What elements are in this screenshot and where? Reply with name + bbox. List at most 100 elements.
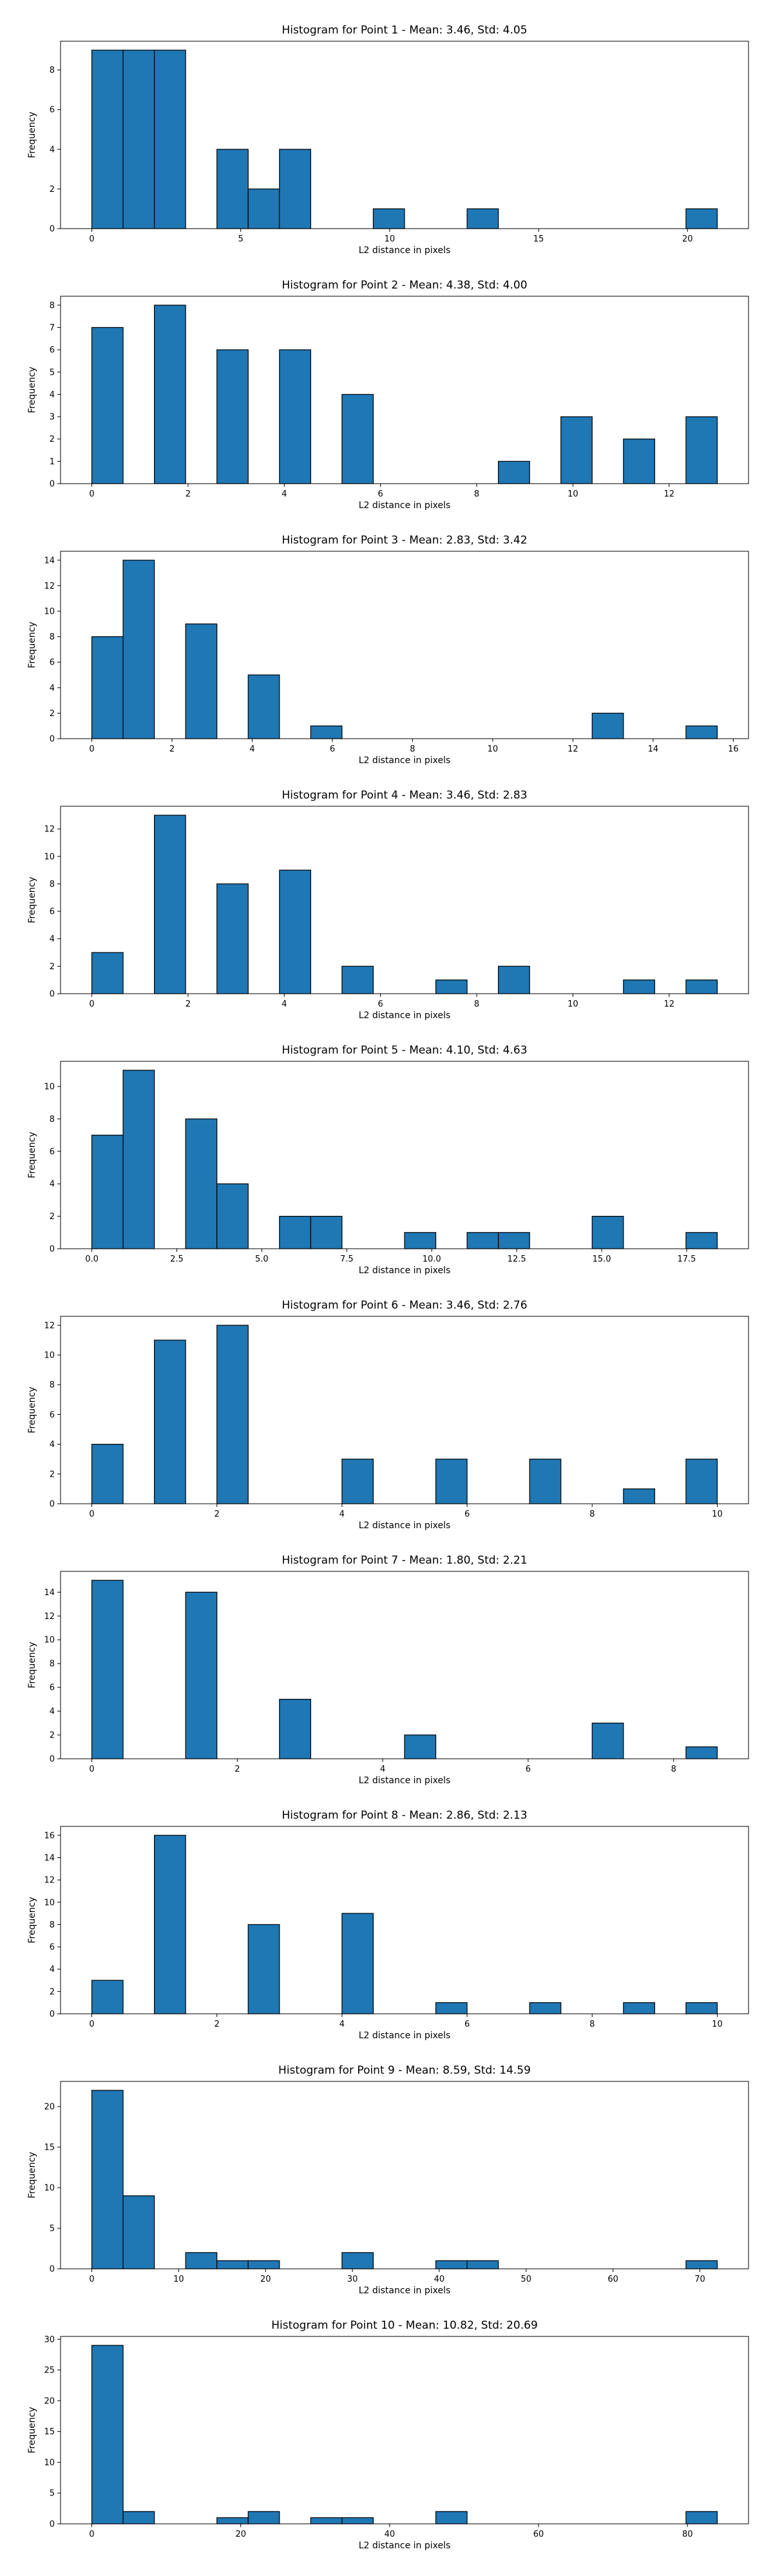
histogram-panel-2: Histogram for Point 2 - Mean: 4.38, Std:… — [0, 255, 773, 511]
x-tick-label: 4 — [339, 1510, 345, 1519]
histogram-bar — [185, 2252, 218, 2269]
y-axis-label: Frequency — [27, 1132, 37, 1178]
histogram-bar — [279, 1216, 311, 1249]
x-tick-label: 2 — [234, 1765, 240, 1774]
y-tick-label: 4 — [50, 683, 55, 693]
x-axis-label: L2 distance in pixels — [359, 1265, 451, 1276]
histogram-bar — [310, 1216, 343, 1249]
x-tick-label: 5.0 — [255, 1255, 269, 1264]
histogram-bar — [91, 1980, 124, 2014]
histogram-bar — [216, 1183, 249, 1249]
y-tick-label: 15 — [44, 2143, 55, 2153]
histogram-bar — [341, 1459, 374, 1504]
chart-title: Histogram for Point 6 - Mean: 3.46, Std:… — [282, 1299, 527, 1312]
histogram-bar — [247, 674, 280, 739]
histogram-bar — [310, 2517, 343, 2524]
histogram-bar — [216, 149, 249, 229]
histogram-chart-2: Histogram for Point 2 - Mean: 4.38, Std:… — [27, 279, 749, 511]
histogram-bar — [279, 349, 311, 484]
y-tick-label: 0 — [50, 1245, 55, 1255]
histogram-bar — [685, 980, 718, 994]
y-axis-label: Frequency — [27, 2152, 37, 2198]
x-tick-label: 10 — [173, 2275, 184, 2284]
y-tick-label: 10 — [44, 2458, 55, 2468]
y-tick-label: 4 — [50, 1965, 55, 1975]
x-tick-label: 8 — [589, 2020, 595, 2029]
histogram-bar — [279, 149, 311, 229]
histogram-bar — [216, 349, 249, 484]
y-tick-label: 4 — [50, 1440, 55, 1450]
x-tick-label: 8 — [474, 489, 479, 499]
chart-title: Histogram for Point 9 - Mean: 8.59, Std:… — [278, 2064, 531, 2077]
histogram-bar — [91, 1135, 124, 1249]
x-tick-label: 8 — [410, 744, 415, 754]
histogram-panel-7: Histogram for Point 7 - Mean: 1.80, Std:… — [0, 1530, 773, 1786]
histogram-bar — [685, 1459, 718, 1504]
y-tick-label: 5 — [50, 368, 55, 377]
histogram-bar — [685, 416, 718, 484]
histogram-panel-9: Histogram for Point 9 - Mean: 8.59, Std:… — [0, 2040, 773, 2296]
x-axis-label: L2 distance in pixels — [359, 1776, 451, 1786]
y-tick-label: 4 — [50, 145, 55, 155]
x-tick-label: 40 — [385, 2530, 396, 2539]
x-tick-label: 12 — [663, 489, 674, 499]
y-tick-label: 8 — [50, 1920, 55, 1930]
x-tick-label: 4 — [339, 2020, 345, 2029]
x-tick-label: 70 — [694, 2275, 705, 2284]
y-tick-label: 4 — [50, 934, 55, 944]
histogram-bar — [247, 188, 280, 229]
histogram-bar — [91, 2090, 124, 2269]
chart-title: Histogram for Point 1 - Mean: 3.46, Std:… — [282, 24, 527, 37]
x-tick-label: 8 — [474, 999, 479, 1009]
x-tick-label: 30 — [347, 2275, 358, 2284]
histogram-bar — [623, 980, 655, 994]
histogram-bar — [247, 1924, 280, 2014]
histogram-chart-6: Histogram for Point 6 - Mean: 3.46, Std:… — [27, 1299, 749, 1531]
histogram-chart-10: Histogram for Point 10 - Mean: 10.82, St… — [27, 2319, 749, 2551]
histogram-bar — [216, 2260, 249, 2269]
histogram-bar — [435, 2511, 468, 2524]
x-tick-label: 80 — [682, 2530, 693, 2539]
y-tick-label: 14 — [44, 556, 55, 565]
histogram-bar — [154, 305, 186, 484]
y-tick-label: 25 — [44, 2366, 55, 2376]
plot-frame — [60, 551, 749, 739]
histogram-panel-4: Histogram for Point 4 - Mean: 3.46, Std:… — [0, 765, 773, 1021]
histogram-bar — [216, 2517, 249, 2524]
histogram-bar — [435, 1459, 468, 1504]
histogram-bar — [560, 416, 593, 484]
histogram-panel-1: Histogram for Point 1 - Mean: 3.46, Std:… — [0, 0, 773, 256]
y-axis-label: Frequency — [27, 1387, 37, 1433]
x-axis-label: L2 distance in pixels — [359, 500, 451, 511]
y-axis-label: Frequency — [27, 1642, 37, 1688]
histogram-bar — [591, 1216, 624, 1249]
y-tick-label: 12 — [44, 582, 55, 591]
y-tick-label: 10 — [44, 2184, 55, 2193]
y-tick-label: 12 — [44, 825, 55, 835]
histogram-bar — [341, 393, 374, 484]
histogram-bar — [154, 1340, 186, 1504]
histogram-bar — [341, 2517, 374, 2524]
y-axis-label: Frequency — [27, 876, 37, 923]
histogram-bar — [341, 2252, 374, 2269]
histogram-bar — [435, 2002, 468, 2014]
x-tick-label: 15.0 — [593, 1255, 611, 1264]
x-axis-label: L2 distance in pixels — [359, 2286, 451, 2296]
histogram-bar — [685, 2260, 718, 2269]
x-tick-label: 0 — [89, 1510, 94, 1519]
y-tick-label: 0 — [50, 1755, 55, 1765]
histogram-bar — [435, 980, 468, 994]
histogram-panel-8: Histogram for Point 8 - Mean: 2.86, Std:… — [0, 1785, 773, 2041]
y-tick-label: 0 — [50, 2520, 55, 2530]
x-tick-label: 12.5 — [508, 1255, 526, 1264]
histogram-bar — [466, 1232, 499, 1249]
y-tick-label: 3 — [50, 413, 55, 422]
y-axis-label: Frequency — [27, 1897, 37, 1943]
chart-title: Histogram for Point 7 - Mean: 1.80, Std:… — [282, 1554, 527, 1567]
y-axis-label: Frequency — [27, 621, 37, 668]
y-tick-label: 12 — [44, 1321, 55, 1331]
plot-frame — [60, 1826, 749, 2014]
y-tick-label: 2 — [50, 1731, 55, 1741]
y-tick-label: 2 — [50, 1212, 55, 1222]
histogram-bar — [685, 1232, 718, 1249]
